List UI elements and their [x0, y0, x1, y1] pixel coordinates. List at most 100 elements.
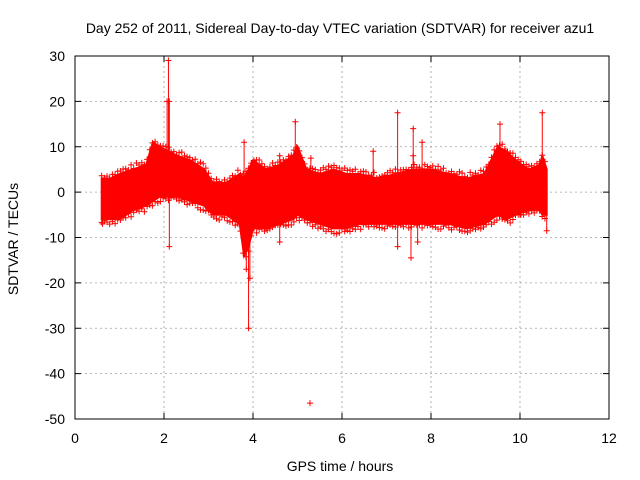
y-tick-label: 20: [49, 93, 65, 109]
x-tick-label: 8: [427, 430, 435, 446]
data-point: [189, 157, 196, 164]
data-point: [411, 161, 418, 168]
data-point: [347, 228, 353, 235]
data-point: [218, 180, 225, 186]
data-point: [397, 222, 404, 229]
data-point: [307, 219, 313, 226]
data-point: [181, 198, 188, 205]
data-point: [509, 150, 516, 157]
data-point: [205, 170, 212, 177]
outlier-point: [276, 152, 283, 159]
data-point: [128, 161, 135, 168]
data-point: [154, 199, 161, 206]
data-point: [146, 146, 153, 153]
data-point: [312, 166, 319, 173]
data-point: [477, 167, 484, 174]
data-point: [464, 229, 471, 236]
data-point: [125, 210, 132, 217]
data-point: [280, 156, 287, 163]
data-point: [178, 149, 185, 156]
y-tick-label: -40: [45, 366, 65, 382]
data-point: [488, 154, 495, 161]
data-point: [464, 174, 471, 181]
data-point: [429, 223, 436, 230]
data-point: [363, 168, 369, 175]
y-tick-label: -50: [45, 411, 65, 427]
data-point: [224, 217, 231, 224]
data-point: [341, 228, 348, 235]
data-point: [160, 194, 167, 201]
data-point: [250, 225, 257, 232]
data-point: [389, 223, 396, 230]
data-point: [504, 148, 511, 155]
data-point: [296, 217, 303, 224]
data-point: [288, 152, 295, 159]
y-tick-label: 30: [49, 48, 65, 64]
data-point: [277, 221, 284, 228]
data-point: [293, 144, 300, 151]
data-point: [154, 142, 161, 149]
data-point: [339, 225, 345, 232]
data-point: [282, 222, 289, 229]
outlier-point: [394, 109, 401, 116]
outlier-point: [410, 152, 417, 159]
data-point: [336, 229, 343, 236]
x-tick-label: 0: [71, 430, 79, 446]
y-tick-label: -10: [45, 230, 65, 246]
data-point: [272, 162, 279, 169]
data-point: [429, 162, 436, 169]
data-point: [517, 158, 524, 165]
data-point: [301, 160, 308, 167]
data-point: [448, 226, 455, 233]
data-point: [170, 148, 177, 155]
data-point: [261, 228, 268, 235]
data-point: [357, 226, 364, 233]
outlier-point: [166, 98, 173, 105]
outlier-point: [307, 155, 314, 162]
data-point: [424, 163, 431, 170]
data-point: [245, 165, 252, 172]
x-tick-label: 2: [160, 430, 168, 446]
data-point: [347, 166, 353, 173]
data-point: [493, 143, 500, 150]
data-point: [301, 217, 308, 224]
data-point: [376, 174, 383, 181]
data-point: [112, 220, 119, 227]
data-point: [205, 207, 212, 214]
data-point: [216, 178, 223, 185]
data-point: [176, 197, 183, 204]
data-point: [483, 164, 490, 170]
data-point: [229, 218, 236, 225]
outlier-point: [166, 243, 173, 250]
x-tick-label: 6: [338, 430, 346, 446]
data-point: [258, 160, 265, 167]
data-point: [475, 224, 482, 231]
data-point: [365, 223, 372, 230]
data-point: [184, 201, 191, 208]
data-point: [282, 157, 289, 164]
data-point: [491, 146, 498, 153]
data-point: [280, 221, 287, 228]
data-point: [475, 171, 482, 178]
data-point: [459, 170, 466, 177]
data-point: [413, 222, 420, 229]
outlier-point: [307, 400, 313, 407]
data-point: [290, 147, 297, 154]
data-point: [133, 207, 140, 214]
data-point: [176, 149, 183, 156]
data-point: [240, 250, 247, 257]
data-point: [456, 227, 463, 233]
data-point: [192, 156, 199, 163]
outlier-point: [408, 254, 414, 261]
data-point: [437, 226, 444, 232]
data-point: [229, 172, 236, 179]
data-point: [435, 163, 442, 170]
outlier-point: [241, 139, 248, 146]
data-point: [416, 164, 423, 171]
data-point: [266, 164, 273, 170]
data-point: [352, 226, 359, 233]
data-point: [411, 221, 418, 228]
data-point: [315, 225, 321, 232]
outlier-point: [497, 121, 503, 128]
